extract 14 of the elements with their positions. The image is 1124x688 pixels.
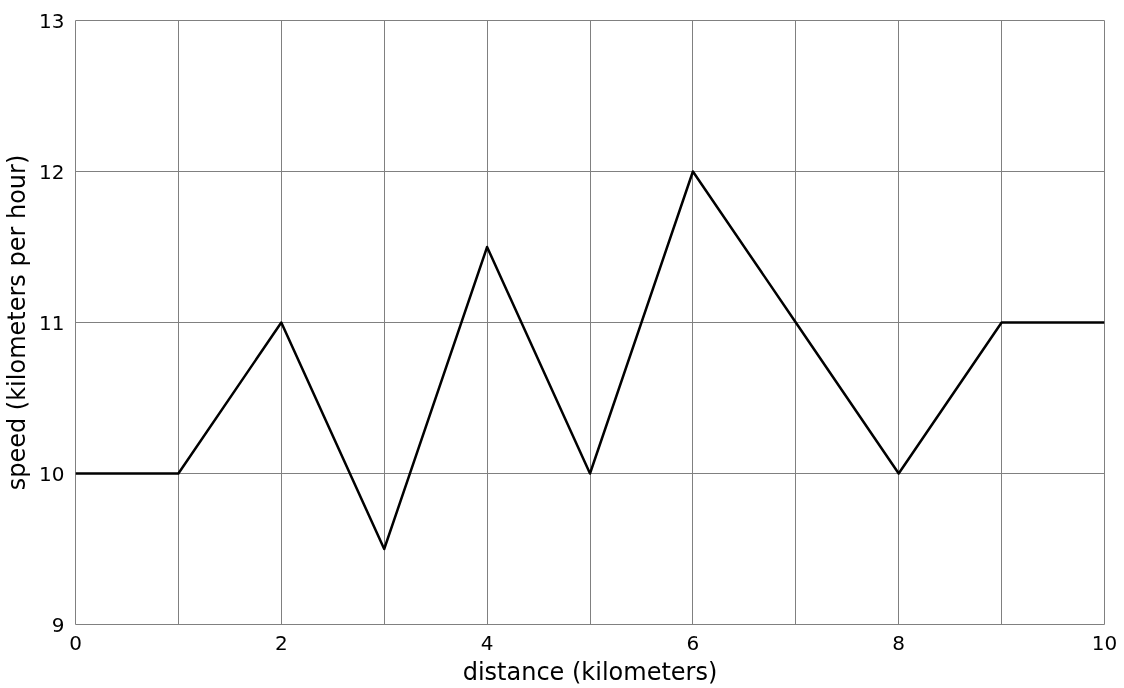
x-tick-label: 10 [1091,630,1118,655]
x-tick-label: 4 [480,630,494,655]
y-tick-label: 12 [39,159,65,184]
y-tick-label: 10 [39,461,65,486]
y-tick-label: 13 [39,8,65,33]
x-axis-title: distance (kilometers) [462,657,718,686]
y-tick-label: 9 [51,612,65,637]
line-series [75,170,1105,551]
x-tick-label: 0 [69,630,82,655]
x-tick-label: 6 [686,630,700,655]
y-tick-label: 11 [39,310,65,335]
y-axis-title: speed (kilometers per hour) [3,154,32,491]
x-tick-label: 8 [892,630,906,655]
x-tick-label: 2 [274,630,288,655]
